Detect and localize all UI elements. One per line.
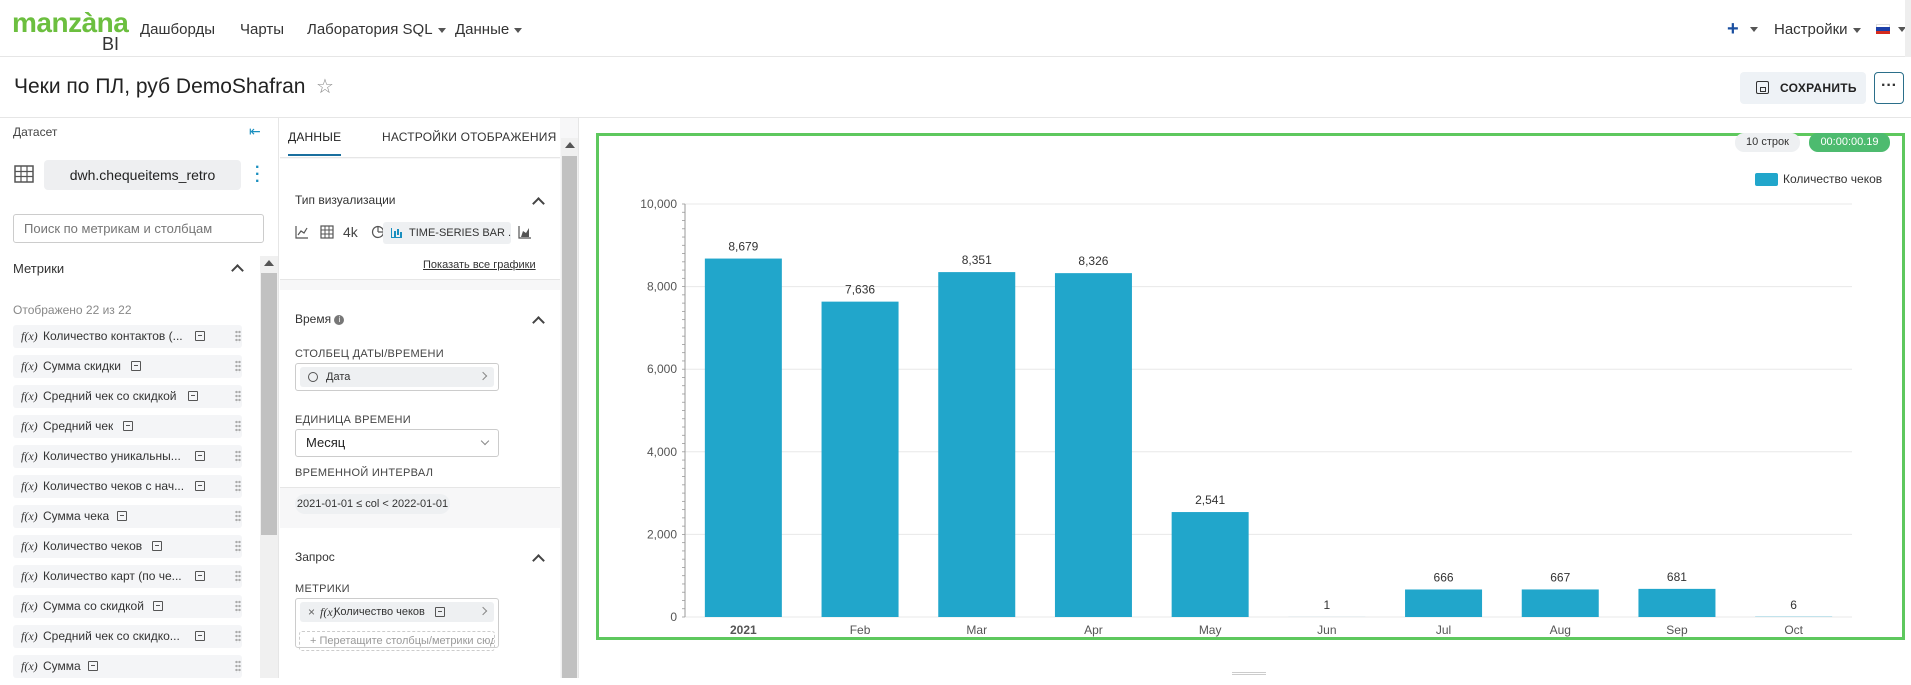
x-tick-label: Oct xyxy=(1784,623,1803,637)
bar xyxy=(705,259,782,617)
bar xyxy=(1055,273,1132,617)
y-tick-label: 10,000 xyxy=(640,197,677,211)
bar xyxy=(1405,589,1482,617)
bar xyxy=(938,272,1015,617)
x-tick-label: 2021 xyxy=(730,623,757,637)
y-tick-label: 0 xyxy=(670,610,677,624)
bar-value-label: 8,679 xyxy=(728,240,758,254)
y-tick-label: 2,000 xyxy=(647,527,677,541)
x-tick-label: Feb xyxy=(850,623,871,637)
bar-value-label: 666 xyxy=(1434,570,1454,584)
bar-value-label: 681 xyxy=(1667,570,1687,584)
bar xyxy=(1172,512,1249,617)
y-tick-label: 6,000 xyxy=(647,362,677,376)
x-tick-label: Sep xyxy=(1666,623,1688,637)
y-tick-label: 8,000 xyxy=(647,280,677,294)
x-tick-label: May xyxy=(1199,623,1222,637)
y-tick-label: 4,000 xyxy=(647,445,677,459)
bar-value-label: 667 xyxy=(1550,570,1570,584)
bar xyxy=(1638,589,1715,617)
x-tick-label: Apr xyxy=(1084,623,1103,637)
bar-value-label: 8,326 xyxy=(1078,254,1108,268)
bar xyxy=(822,302,899,617)
resize-handle[interactable] xyxy=(1232,672,1266,675)
bar xyxy=(1522,589,1599,617)
x-tick-label: Jun xyxy=(1317,623,1336,637)
bar-value-label: 6 xyxy=(1790,598,1797,612)
x-tick-label: Jul xyxy=(1436,623,1451,637)
bar-value-label: 2,541 xyxy=(1195,493,1225,507)
bar-value-label: 7,636 xyxy=(845,283,875,297)
x-tick-label: Aug xyxy=(1550,623,1571,637)
bar-value-label: 1 xyxy=(1324,598,1331,612)
x-tick-label: Mar xyxy=(966,623,987,637)
bar-value-label: 8,351 xyxy=(962,253,992,267)
